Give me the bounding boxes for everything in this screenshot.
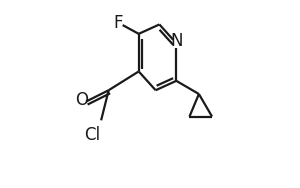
Text: F: F [113, 14, 123, 32]
Text: N: N [170, 32, 183, 50]
Text: Cl: Cl [84, 126, 100, 144]
Text: O: O [75, 91, 88, 109]
